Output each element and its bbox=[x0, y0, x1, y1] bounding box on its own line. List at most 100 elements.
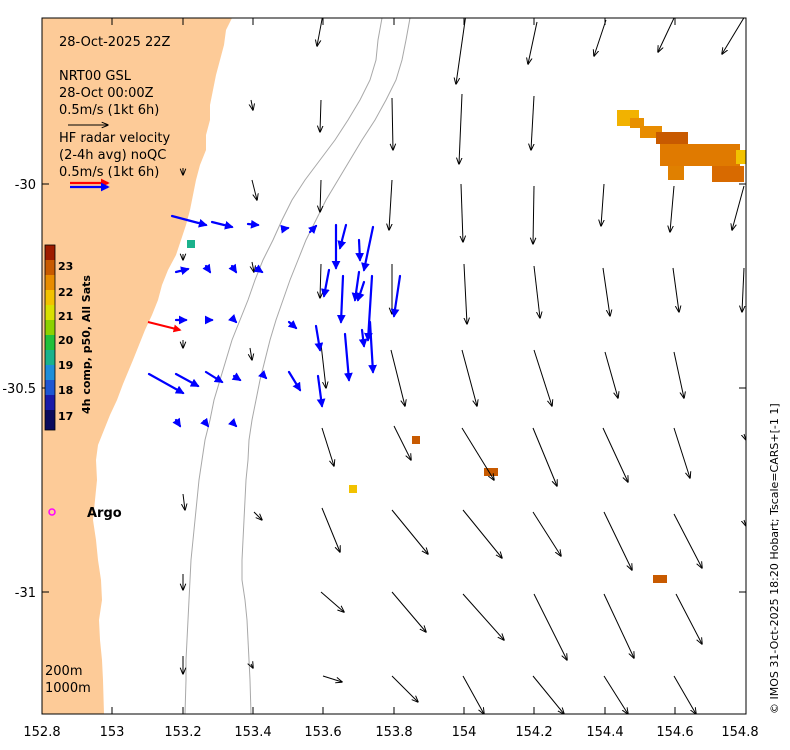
model-arrow bbox=[531, 95, 534, 150]
model-arrow bbox=[742, 267, 744, 312]
model-arrow bbox=[533, 593, 567, 660]
x-tick-label: 154.2 bbox=[515, 725, 552, 740]
radar-title: HF radar velocity bbox=[59, 131, 171, 146]
x-axis-labels: 152.8 153 153.2 153.4 153.6 153.8 154 15… bbox=[23, 725, 758, 740]
model-arrow bbox=[722, 18, 745, 54]
radar-scale: 0.5m/s (1kt 6h) bbox=[59, 165, 159, 180]
radar-arrow bbox=[358, 328, 368, 348]
radar-arrow bbox=[174, 372, 200, 388]
radar-arrow bbox=[200, 417, 210, 428]
model-arrow bbox=[320, 179, 321, 212]
radar-arrow bbox=[246, 219, 260, 229]
x-tick-label: 152.8 bbox=[23, 725, 60, 740]
model-arrow bbox=[391, 509, 428, 554]
radar-arrow bbox=[368, 320, 377, 374]
model-arrow bbox=[389, 179, 392, 230]
radar-arrow bbox=[257, 369, 268, 380]
colorbar: 23 22 21 20 19 18 17 4h comp, p50, All S… bbox=[44, 244, 93, 431]
model-arrow bbox=[672, 267, 679, 312]
radar-arrow bbox=[172, 417, 182, 428]
radar-arrow bbox=[280, 224, 290, 234]
radar-velocity-arrows bbox=[147, 214, 402, 428]
model-current-arrows bbox=[183, 18, 746, 714]
radar-arrow bbox=[287, 320, 298, 330]
radar-arrow bbox=[321, 268, 331, 298]
radar-arrow bbox=[307, 224, 318, 235]
colorbar-tick: 23 bbox=[58, 260, 73, 273]
model-arrow bbox=[594, 19, 607, 56]
model-arrow bbox=[320, 591, 344, 612]
radar-arrow bbox=[253, 264, 264, 274]
model-arrow bbox=[462, 593, 504, 640]
x-tick-label: 153.4 bbox=[234, 725, 271, 740]
radar-arrow bbox=[174, 266, 190, 275]
model-arrow bbox=[391, 675, 418, 702]
model-arrow bbox=[250, 347, 252, 360]
model-arrow bbox=[461, 427, 494, 480]
radar-arrow bbox=[227, 417, 238, 428]
model-arrow bbox=[462, 675, 484, 714]
sst-pixels bbox=[187, 110, 746, 583]
model-arrow bbox=[532, 427, 557, 486]
colorbar-tick: 17 bbox=[58, 410, 73, 423]
model-arrow bbox=[673, 427, 690, 478]
model-arrow bbox=[320, 263, 321, 298]
model-arrow bbox=[251, 664, 253, 668]
axis-tick-marks bbox=[41, 18, 747, 714]
x-tick-label: 153.6 bbox=[304, 725, 341, 740]
model-arrow bbox=[321, 427, 334, 466]
argo-label: Argo bbox=[87, 506, 122, 521]
y-tick-label: -30.5 bbox=[2, 382, 36, 397]
radar-arrow bbox=[210, 220, 234, 230]
model-arrow bbox=[602, 267, 610, 316]
radar-arrow bbox=[316, 374, 326, 408]
model-arrow bbox=[456, 18, 466, 84]
model-arrow bbox=[390, 349, 405, 406]
model-arrow bbox=[464, 263, 467, 324]
model-arrow bbox=[532, 511, 561, 556]
model-arrow bbox=[670, 185, 675, 232]
colorbar-tick: 20 bbox=[58, 334, 74, 347]
model-name: NRT00 GSL bbox=[59, 69, 132, 84]
model-arrow bbox=[532, 675, 564, 714]
model-arrow bbox=[533, 349, 552, 406]
model-arrow bbox=[673, 351, 684, 398]
model-arrow bbox=[658, 18, 675, 52]
x-tick-label: 154.8 bbox=[721, 725, 758, 740]
x-tick-label: 153.2 bbox=[164, 725, 201, 740]
model-arrow bbox=[461, 349, 477, 406]
y-tick-label: -31 bbox=[15, 586, 36, 601]
model-arrow bbox=[601, 183, 604, 226]
radar-arrow bbox=[351, 270, 361, 302]
radar-arrow bbox=[336, 274, 346, 324]
model-scale: 0.5m/s (1kt 6h) bbox=[59, 103, 159, 118]
model-arrow bbox=[533, 185, 534, 244]
model-arrow bbox=[393, 425, 411, 460]
radar-arrow bbox=[390, 274, 402, 318]
model-arrow bbox=[673, 513, 702, 568]
radar-arrow bbox=[227, 313, 238, 324]
land-mass bbox=[42, 18, 232, 714]
radar-arrow bbox=[355, 238, 365, 262]
model-arrow bbox=[461, 183, 463, 242]
radar-arrow bbox=[170, 214, 208, 228]
model-arrow bbox=[533, 265, 540, 318]
radar-arrow bbox=[361, 225, 375, 272]
radar-arrow bbox=[231, 372, 242, 382]
x-tick-label: 154.4 bbox=[586, 725, 623, 740]
colorbar-label: 4h comp, p50, All Sats bbox=[80, 275, 93, 414]
model-arrow bbox=[603, 593, 634, 658]
colorbar-tick: 19 bbox=[58, 359, 73, 372]
model-arrow bbox=[673, 675, 696, 714]
radar-arrow bbox=[202, 263, 212, 274]
argo-float-marker[interactable] bbox=[48, 508, 56, 516]
x-tick-label: 154.6 bbox=[656, 725, 693, 740]
model-arrow bbox=[602, 427, 628, 482]
model-time: 28-Oct 00:00Z bbox=[59, 86, 154, 101]
model-arrow bbox=[321, 507, 340, 552]
radar-arrow bbox=[228, 263, 238, 274]
credit-text: © IMOS 31-Oct-2025 18:20 Hobart; Tscale=… bbox=[768, 403, 781, 714]
model-arrow bbox=[253, 511, 262, 520]
model-arrow bbox=[675, 593, 702, 644]
